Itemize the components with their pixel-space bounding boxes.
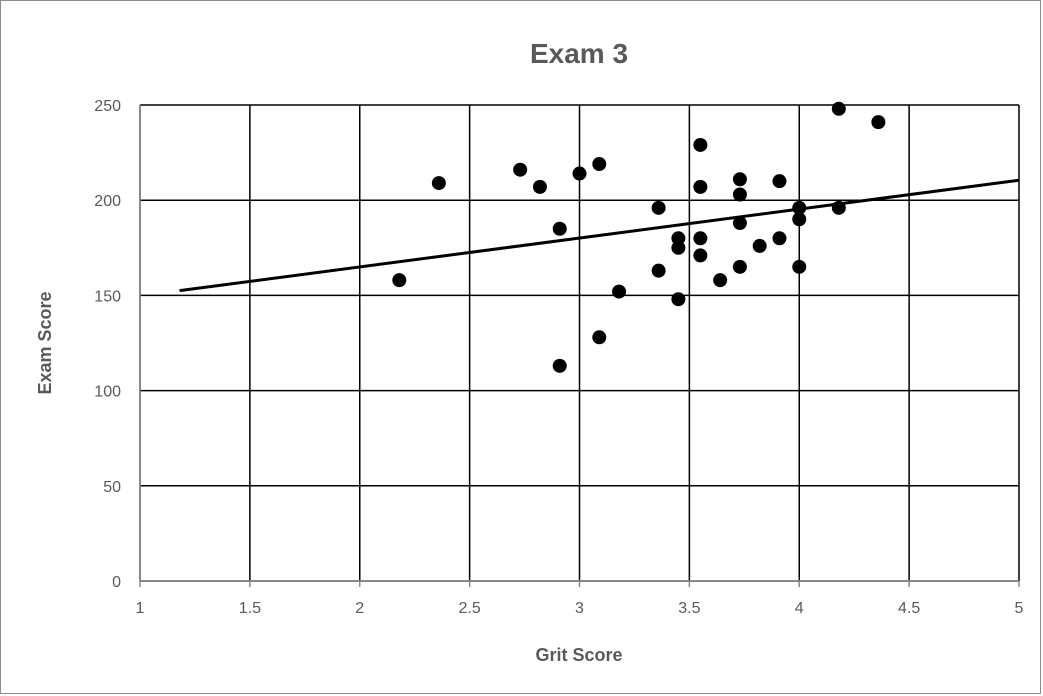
x-tick-label: 2 <box>355 600 364 617</box>
data-point <box>831 200 846 215</box>
data-point <box>693 179 708 194</box>
data-point <box>831 101 846 116</box>
data-point <box>693 248 708 263</box>
x-tick-label: 3.5 <box>678 600 700 617</box>
x-tick-label: 1.5 <box>239 600 261 617</box>
data-point <box>713 273 728 288</box>
trendline <box>179 178 1020 293</box>
data-point <box>732 259 747 274</box>
y-tick-label: 250 <box>94 98 121 115</box>
data-point <box>871 115 886 130</box>
data-point <box>732 187 747 202</box>
x-tick-label: 4.5 <box>898 600 920 617</box>
data-point <box>792 200 807 215</box>
data-points <box>392 101 886 373</box>
data-point <box>693 231 708 246</box>
x-tick-label: 1 <box>136 600 145 617</box>
y-tick-label: 50 <box>103 479 121 496</box>
data-point <box>772 174 787 189</box>
data-point <box>431 176 446 191</box>
x-tick-label: 4 <box>795 600 804 617</box>
data-point <box>772 231 787 246</box>
y-tick-label: 100 <box>94 384 121 401</box>
x-tick-label: 3 <box>575 600 584 617</box>
y-tick-label: 150 <box>94 288 121 305</box>
data-point <box>651 263 666 278</box>
data-point <box>572 166 587 181</box>
data-point <box>392 273 407 288</box>
y-tick-label: 200 <box>94 193 121 210</box>
data-point <box>532 179 547 194</box>
chart-title: Exam 3 <box>530 38 628 69</box>
x-axis-title: Grit Score <box>535 645 622 665</box>
x-tick-label: 2.5 <box>459 600 481 617</box>
data-point <box>651 200 666 215</box>
axes <box>139 105 1020 587</box>
data-point <box>792 212 807 227</box>
data-point <box>792 259 807 274</box>
y-axis-title: Exam Score <box>35 291 55 394</box>
data-point <box>552 358 567 373</box>
data-point <box>612 284 627 299</box>
data-point <box>671 292 686 307</box>
data-point <box>732 172 747 187</box>
data-point <box>671 240 686 255</box>
y-tick-label: 0 <box>112 574 121 591</box>
data-point <box>592 330 607 345</box>
data-point <box>693 137 708 152</box>
data-point <box>732 216 747 231</box>
data-point <box>752 238 767 253</box>
data-point <box>513 162 528 177</box>
x-tick-label: 5 <box>1015 600 1024 617</box>
data-point <box>592 157 607 172</box>
data-point <box>552 221 567 236</box>
trendline-group <box>179 178 1020 293</box>
